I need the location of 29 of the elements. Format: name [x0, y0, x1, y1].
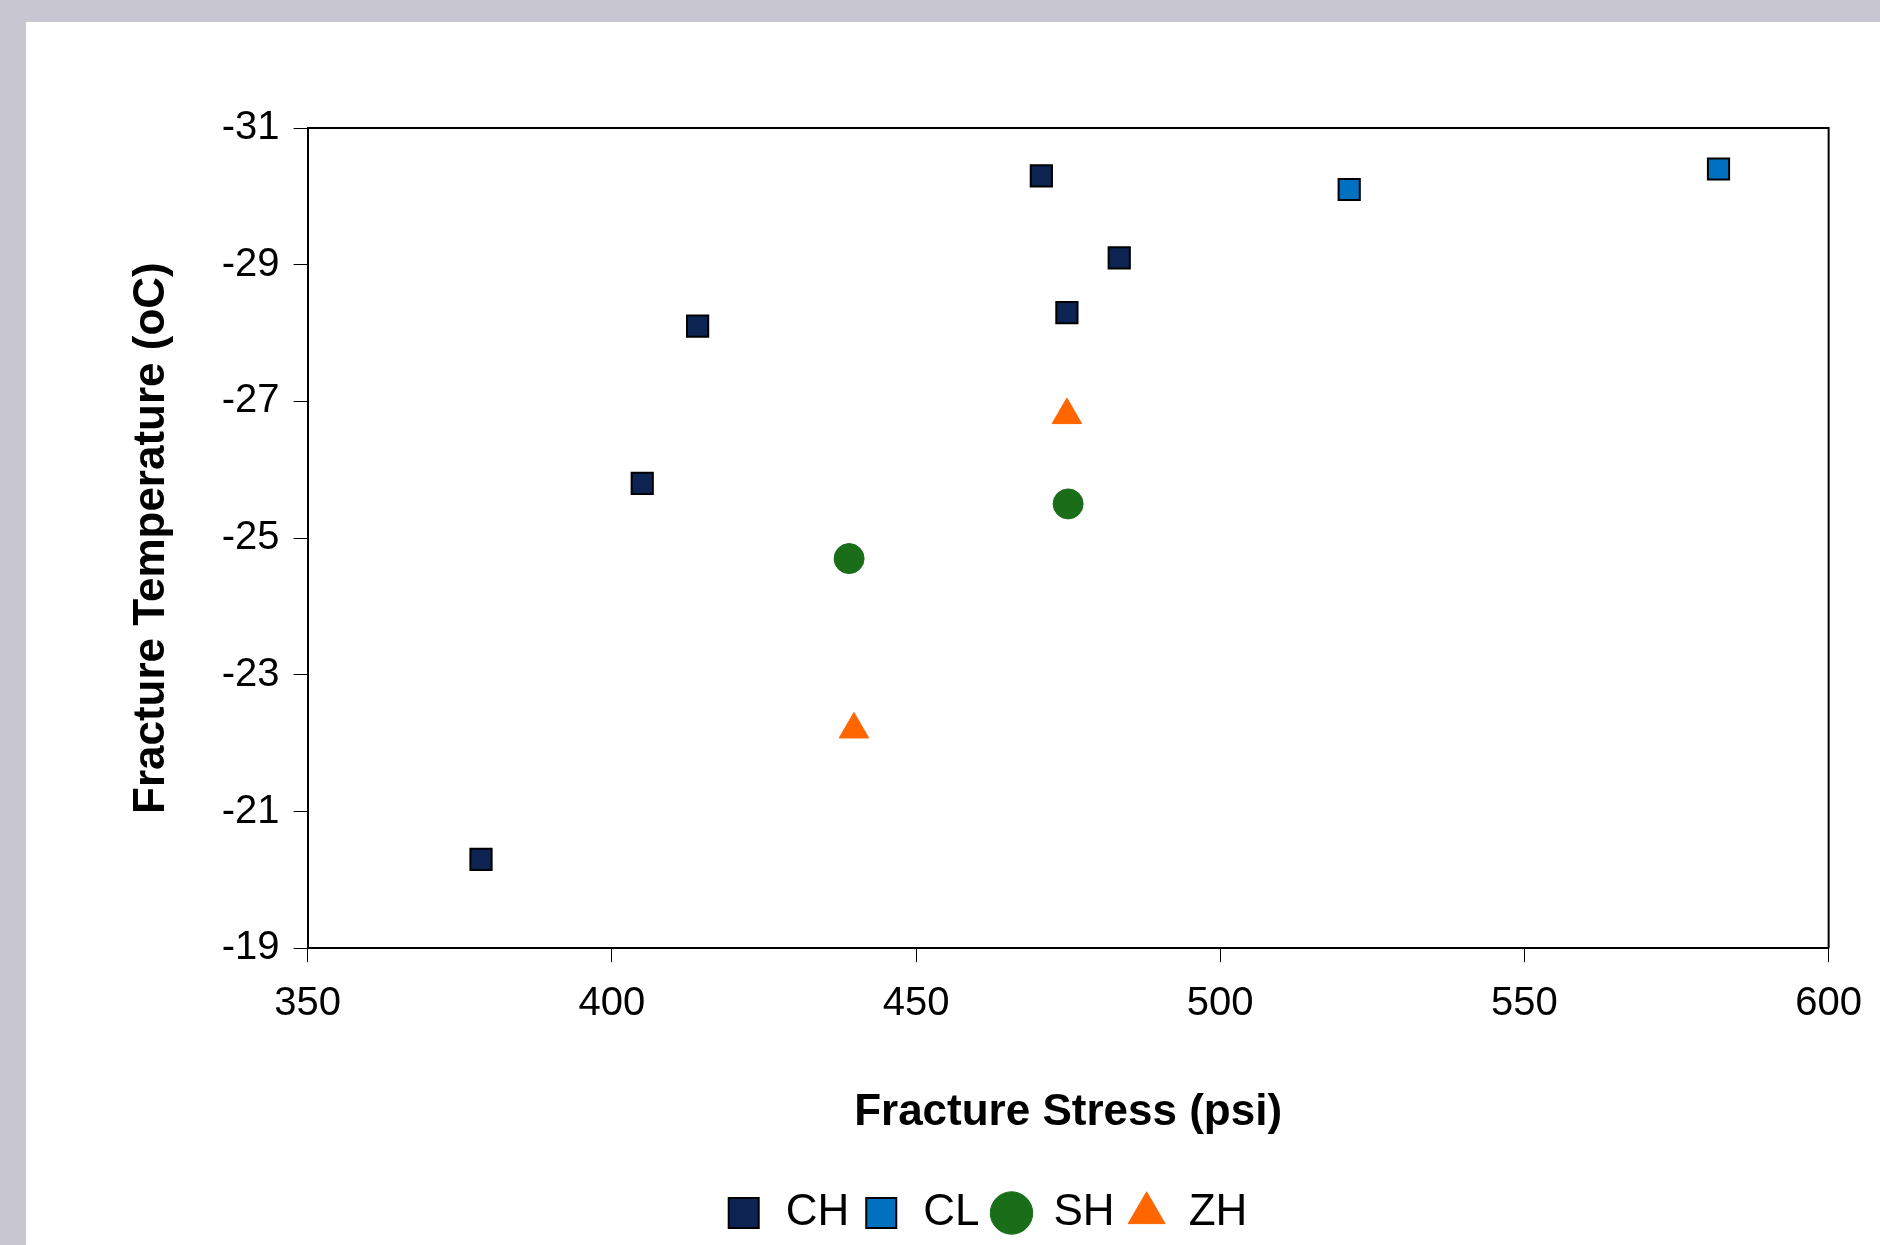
legend-label: CH	[785, 1185, 850, 1235]
point	[1107, 246, 1131, 270]
y-tick-label: -21	[221, 786, 280, 831]
y-tick-label: -31	[221, 103, 280, 148]
point	[833, 543, 865, 575]
y-tick-label: -19	[221, 923, 280, 968]
x-tick-label: 400	[578, 979, 646, 1024]
y-tick-label: -23	[221, 649, 280, 694]
y-tick-label: -25	[221, 513, 280, 558]
legend-label: CL	[923, 1185, 980, 1235]
x-tick-label: 450	[882, 979, 950, 1024]
y-tick-label: -29	[221, 239, 280, 284]
point	[1052, 488, 1084, 520]
x-tick-label: 350	[274, 979, 341, 1024]
x-tick-label: 500	[1186, 979, 1254, 1024]
legend-label: SH	[1053, 1185, 1115, 1235]
point	[469, 847, 493, 871]
point	[686, 314, 710, 338]
y-tick-label: -27	[221, 376, 280, 421]
point	[1029, 164, 1053, 188]
point	[630, 471, 654, 496]
point	[1055, 300, 1079, 325]
x-axis-title: Fracture Stress (psi)	[854, 1084, 1283, 1134]
point	[1706, 157, 1731, 181]
x-tick-label: 600	[1795, 979, 1863, 1024]
legend-label: ZH	[1188, 1185, 1248, 1235]
point	[1337, 177, 1361, 202]
x-tick-label: 550	[1491, 979, 1558, 1024]
y-axis-title: Fracture Temperature (oC)	[123, 262, 173, 814]
